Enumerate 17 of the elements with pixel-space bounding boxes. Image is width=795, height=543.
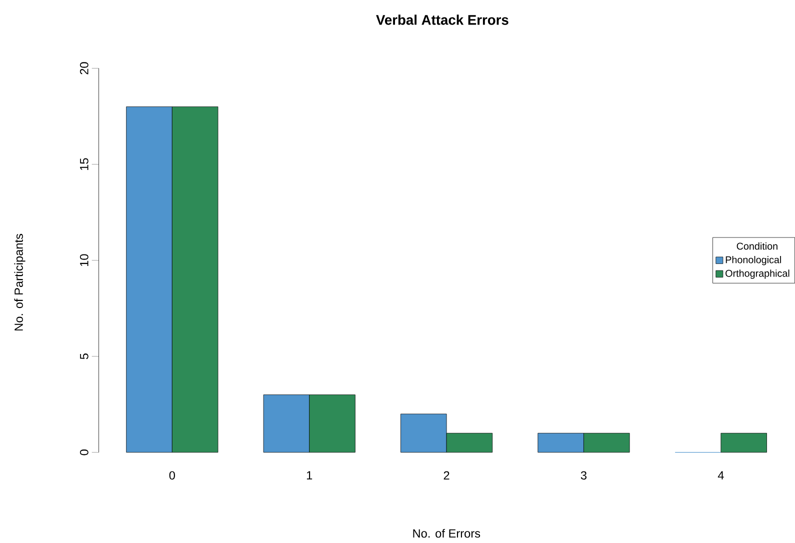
legend-label: Orthographical [726, 270, 790, 279]
chart-title: Verbal Attack Errors [376, 14, 508, 25]
y-axis-title: No. of Participants [14, 234, 26, 330]
x-tick-label: 2 [444, 471, 450, 480]
bar [720, 432, 767, 452]
x-tick-label: 1 [306, 471, 312, 480]
y-tick-label: 10 [80, 254, 88, 266]
legend-label: Phonological [726, 256, 781, 266]
x-tick-label: 3 [580, 471, 587, 480]
x-tick-label: 0 [169, 471, 175, 480]
y-tick-label: 5 [80, 353, 88, 360]
x-axis-title: No. of Errors [413, 528, 480, 538]
y-tick-label: 20 [80, 62, 88, 74]
y-tick-label: 0 [80, 449, 88, 456]
legend-title: Condition [736, 242, 778, 250]
y-tick-label: 15 [80, 158, 88, 170]
x-tick-label: 4 [718, 471, 724, 480]
